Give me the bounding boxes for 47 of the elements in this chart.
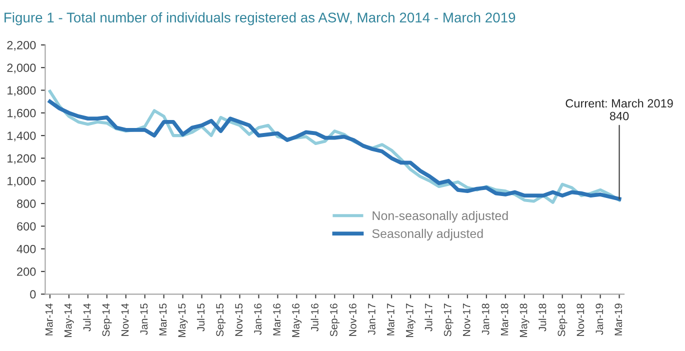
y-tick-label: 2,200 [7, 40, 36, 51]
x-tick-label: May-18 [520, 304, 530, 338]
x-tick-label: Jan-17 [368, 304, 376, 335]
annotation: Current: March 2019 840 [566, 98, 673, 120]
x-tick-label: May-15 [178, 304, 188, 338]
x-tick-label: May-16 [292, 304, 302, 338]
y-tick-label: 0 [30, 290, 36, 299]
legend-label: Seasonally adjusted [372, 228, 483, 241]
x-tick-label: Jul-18 [538, 304, 546, 332]
x-tick-label: Jan-18 [482, 304, 490, 335]
x-tick-label: Jan-19 [596, 304, 604, 335]
x-tick-label: Nov-15 [235, 304, 243, 336]
x-tick-label: May-17 [406, 304, 416, 338]
x-tick-label: Jul-16 [310, 304, 318, 332]
x-tick-label: Jan-16 [254, 304, 262, 335]
x-tick-label: Mar-19 [614, 304, 622, 336]
x-tick-label: Nov-14 [121, 303, 129, 336]
x-tick-label: Sep-17 [444, 304, 454, 336]
x-tick-label: May-14 [64, 303, 74, 338]
y-tick-label: 1,000 [8, 176, 36, 187]
y-tick-label: 600 [17, 222, 36, 231]
y-tick-label: 800 [17, 200, 36, 208]
y-tick-label: 1,400 [8, 132, 36, 142]
chart-title: Figure 1 - Total number of individuals registered as ASW, March 2014 - March 2019 [4, 12, 516, 26]
y-tick-label: 1,600 [8, 108, 36, 119]
x-tick-label: Mar-18 [500, 304, 508, 336]
x-tick-label: Nov-17 [462, 304, 470, 336]
x-tick-label: Mar-16 [273, 304, 280, 336]
x-tick-label: Jan-15 [140, 304, 148, 335]
y-tick-label: 1,200 [8, 154, 36, 164]
y-tick-label: 400 [16, 244, 36, 254]
x-tick-label: Sep-16 [330, 304, 340, 336]
x-tick-label: Jul-14 [83, 303, 91, 332]
x-tick-label: Mar-17 [387, 304, 394, 336]
legend-label: Non-seasonally adjusted [372, 210, 508, 223]
x-tick-label: Sep-15 [216, 304, 226, 336]
y-tick-label: 1,800 [8, 86, 36, 96]
x-tick-label: Nov-16 [349, 304, 356, 336]
x-tick-label: Jul-17 [424, 304, 432, 332]
x-tick-label: Sep-14 [102, 303, 112, 336]
x-tick-label: Mar-14 [45, 303, 53, 336]
y-tick-label: 200 [17, 268, 36, 276]
x-tick-label: Nov-18 [576, 304, 584, 336]
x-tick-label: Jul-15 [196, 304, 205, 332]
x-tick-label: Sep-18 [558, 304, 568, 336]
y-tick-label: 2,000 [7, 64, 36, 74]
x-tick-label: Mar-15 [159, 304, 167, 336]
